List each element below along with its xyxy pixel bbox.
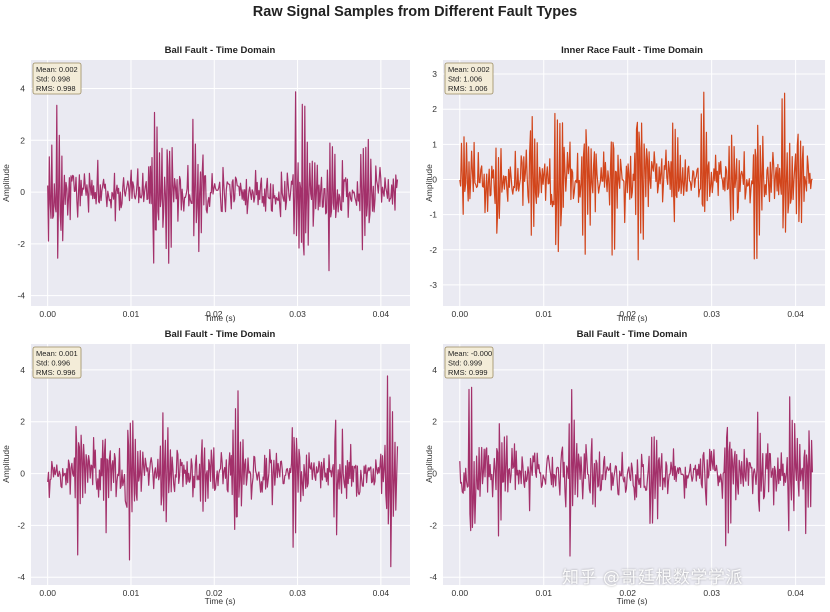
y-tick-label: -3 [429, 280, 437, 290]
y-tick-label: -2 [429, 245, 437, 255]
x-tick-label: 0.01 [123, 309, 140, 319]
plot-area [31, 60, 410, 306]
x-tick-label: 0.00 [452, 588, 469, 598]
subplot-title: Ball Fault - Time Domain [165, 45, 276, 56]
x-tick-label: 0.04 [787, 588, 804, 598]
figure-title: Raw Signal Samples from Different Fault … [252, 4, 578, 20]
y-tick-label: 1 [432, 139, 437, 149]
y-tick-label: 0 [432, 469, 437, 479]
x-tick-label: 0.00 [452, 309, 469, 319]
watermark-text: 知乎 @哥廷根数学学派 [562, 568, 743, 588]
y-axis-label: Amplitude [1, 445, 11, 483]
y-tick-label: 3 [432, 69, 437, 79]
x-tick-label: 0.01 [535, 309, 552, 319]
y-tick-label: -4 [17, 572, 25, 582]
x-tick-label: 0.04 [787, 309, 804, 319]
stats-text: Std: 0.996 [36, 359, 70, 368]
x-tick-label: 0.02 [206, 309, 223, 319]
x-tick-label: 0.03 [289, 309, 306, 319]
x-tick-label: 0.02 [619, 588, 636, 598]
y-tick-label: 4 [20, 365, 25, 375]
subplot-4: 0.00 0.01 0.02 0.03 0.04 -4 -2 0 2 4 Ball Fault - … [424, 329, 825, 606]
y-tick-label: 0 [20, 469, 25, 479]
stats-text: Mean: 0.001 [36, 349, 78, 358]
x-tick-label: 0.02 [619, 309, 636, 319]
subplot-title: Ball Fault - Time Domain [577, 329, 688, 340]
stats-text: Mean: 0.002 [448, 65, 490, 74]
stats-text: Mean: 0.002 [36, 65, 78, 74]
subplot-3: 0.00 0.01 0.02 0.03 0.04 -4 -2 0 2 4 Ball Fault - … [1, 329, 410, 606]
y-axis-label: Amplitude [1, 164, 11, 202]
stats-text: Std: 0.999 [448, 359, 482, 368]
y-tick-label: -2 [17, 520, 25, 530]
series-line [47, 91, 399, 272]
y-tick-label: -4 [429, 572, 437, 582]
y-tick-label: -2 [429, 520, 437, 530]
subplot-title: Inner Race Fault - Time Domain [561, 45, 703, 56]
series-line [459, 386, 813, 557]
y-tick-label: 0 [20, 187, 25, 197]
stats-text: Mean: -0.000 [448, 349, 492, 358]
x-tick-label: 0.01 [535, 588, 552, 598]
subplot-2: 0.00 0.01 0.02 0.03 0.04 -3 -2 -1 0 1 2 3 Inner Race… [424, 45, 825, 323]
y-tick-label: 0 [432, 174, 437, 184]
x-tick-label: 0.00 [39, 588, 56, 598]
y-tick-label: -1 [429, 210, 437, 220]
series-line [459, 91, 813, 261]
stats-box [444, 346, 494, 379]
x-tick-label: 0.03 [703, 309, 720, 319]
y-tick-label: 2 [20, 135, 25, 145]
x-tick-label: 0.04 [373, 588, 390, 598]
y-tick-label: -4 [17, 291, 25, 301]
stats-text: RMS: 0.998 [36, 84, 76, 93]
stats-box [444, 62, 494, 95]
subplot-1: 0.00 0.01 0.02 0.03 0.04 -4 -2 0 2 4 Ball Fault - … [1, 45, 410, 323]
subplot-title: Ball Fault - Time Domain [165, 329, 276, 340]
x-tick-label: 0.04 [373, 309, 390, 319]
stats-box [32, 62, 82, 95]
stats-text: Std: 0.998 [36, 75, 70, 84]
x-tick-label: 0.00 [39, 309, 56, 319]
stats-text: RMS: 0.996 [36, 368, 76, 377]
x-axis-label: Time (s) [205, 313, 236, 323]
stats-text: RMS: 1.006 [448, 84, 488, 93]
stats-box [32, 346, 82, 379]
y-tick-label: -2 [17, 239, 25, 249]
stats-text: RMS: 0.999 [448, 368, 488, 377]
y-tick-label: 2 [432, 104, 437, 114]
y-tick-label: 4 [20, 83, 25, 93]
x-tick-label: 0.02 [206, 588, 223, 598]
x-tick-label: 0.01 [123, 588, 140, 598]
x-axis-label: Time (s) [617, 596, 648, 606]
x-tick-label: 0.03 [703, 588, 720, 598]
y-axis-label: Amplitude [424, 445, 434, 483]
x-tick-label: 0.03 [289, 588, 306, 598]
y-tick-label: 4 [432, 365, 437, 375]
y-tick-label: 2 [432, 417, 437, 427]
y-tick-label: 2 [20, 417, 25, 427]
x-axis-label: Time (s) [205, 596, 236, 606]
x-axis-label: Time (s) [617, 313, 648, 323]
stats-text: Std: 1.006 [448, 75, 482, 84]
y-axis-label: Amplitude [424, 164, 434, 202]
series-line [47, 375, 399, 568]
